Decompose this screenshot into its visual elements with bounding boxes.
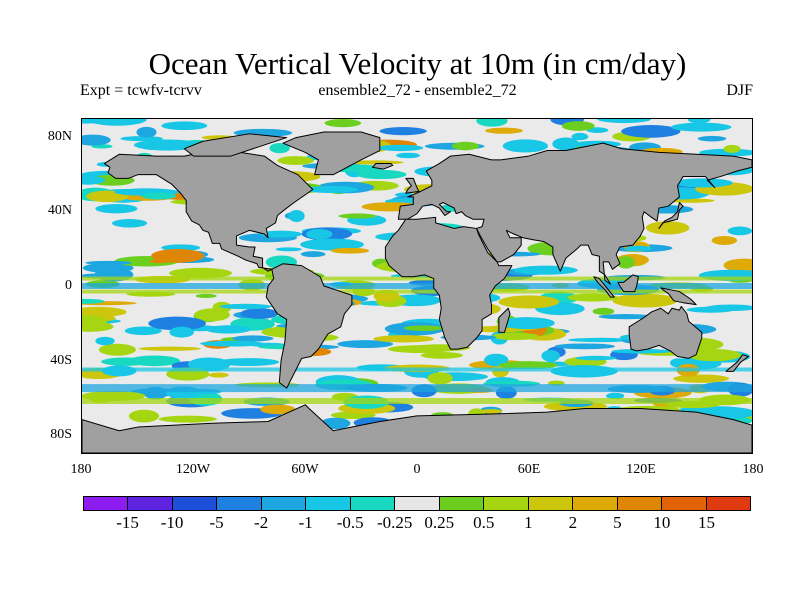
colorbar-label: -15	[116, 513, 139, 532]
colorbar-swatch	[128, 497, 173, 510]
lon-tick-label: 60W	[291, 462, 319, 477]
colorbar-swatch	[217, 497, 262, 510]
colorbar-swatch	[261, 497, 307, 510]
map-title: Ocean Vertical Velocity at 10m (in cm/da…	[148, 46, 687, 81]
colorbar-swatch	[573, 497, 618, 510]
lat-tick-label: 80S	[50, 427, 72, 443]
colorbar-label: -0.5	[336, 513, 364, 532]
colorbar-swatch	[306, 497, 351, 510]
experiment-label: Expt = tcwfv-tcrvv	[80, 82, 202, 99]
land-mask	[82, 131, 752, 453]
colorbar-swatch	[617, 497, 663, 510]
colorbar-swatch	[395, 497, 440, 510]
lon-tick-label: 60E	[517, 462, 541, 477]
lon-tick-label: 120E	[626, 462, 656, 477]
map-plot-area	[81, 118, 753, 454]
colorbar-label: 5	[613, 513, 622, 532]
ensemble-label: ensemble2_72 - ensemble2_72	[318, 82, 517, 99]
colorbar-label: -0.25	[377, 513, 413, 532]
colorbar-swatch	[350, 497, 396, 510]
colorbar-label: 1	[524, 513, 533, 532]
lon-tick-label: 0	[413, 462, 421, 477]
colorbar-swatch	[484, 497, 529, 510]
colorbar-label: -10	[160, 513, 184, 532]
colorbar-swatch	[439, 497, 485, 510]
colorbar-label: -1	[298, 513, 313, 532]
season-label: DJF	[726, 82, 753, 99]
lon-tick-label: 180	[70, 462, 92, 477]
colorbar-label: 0.25	[424, 513, 455, 532]
colorbar-swatch	[172, 497, 218, 510]
lon-tick-label: 120W	[175, 462, 211, 477]
colorbar-label: 15	[697, 513, 715, 532]
lon-tick-label: 180	[742, 462, 764, 477]
colorbar-label: -5	[209, 513, 224, 532]
colorbar-swatch	[528, 497, 574, 510]
lat-tick-label: 0	[65, 278, 72, 293]
colorbar-label: 2	[568, 513, 578, 532]
colorbar-label: 0.5	[473, 513, 495, 532]
colorbar	[83, 496, 751, 511]
colorbar-swatch	[84, 497, 129, 510]
colorbar-label: -2	[254, 513, 269, 532]
colorbar-swatch	[662, 497, 707, 510]
map-canvas	[82, 119, 752, 453]
colorbar-label: 10	[653, 513, 671, 532]
lat-tick-label: 80N	[47, 128, 72, 144]
colorbar-swatch	[706, 497, 751, 510]
lat-tick-label: 40S	[50, 352, 72, 368]
lat-tick-label: 40N	[47, 203, 72, 219]
